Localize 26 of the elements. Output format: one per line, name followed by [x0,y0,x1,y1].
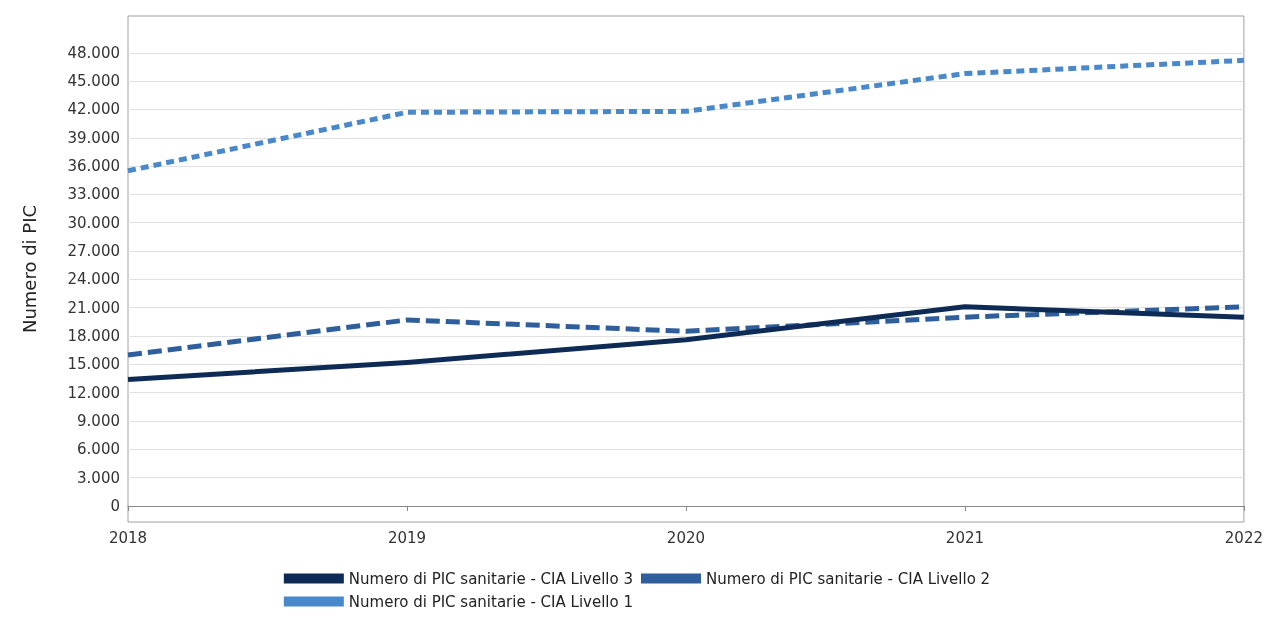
legend-label: Numero di PIC sanitarie - CIA Livello 3 [348,569,634,588]
y-tick-label: 30.000 [67,213,120,232]
y-tick-label: 42.000 [67,100,120,119]
y-tick-label: 12.000 [67,383,120,402]
legend-label: Numero di PIC sanitarie - CIA Livello 1 [348,592,634,611]
y-tick-label: 24.000 [67,270,120,289]
y-tick-label: 18.000 [67,327,120,346]
y-tick-label: 27.000 [67,242,120,261]
y-tick-label: 33.000 [67,185,120,204]
x-tick-label: 2019 [387,528,427,547]
y-tick-label: 36.000 [67,157,120,176]
y-axis-title: Numero di PIC [18,204,40,334]
x-tick-label: 2021 [945,528,985,547]
y-tick-label: 45.000 [67,72,120,91]
y-tick-label: 0 [110,496,120,515]
y-tick-label: 15.000 [67,355,120,374]
x-tick-label: 2022 [1224,528,1264,547]
y-tick-label: 21.000 [67,298,120,317]
y-tick-label: 39.000 [67,128,120,147]
y-tick-label: 48.000 [67,43,120,62]
y-tick-label: 6.000 [77,440,120,459]
x-tick-label: 2018 [108,528,148,547]
y-tick-label: 9.000 [77,411,120,430]
legend-label: Numero di PIC sanitarie - CIA Livello 2 [706,569,991,588]
x-tick-label: 2020 [666,528,706,547]
y-tick-label: 3.000 [77,468,120,487]
